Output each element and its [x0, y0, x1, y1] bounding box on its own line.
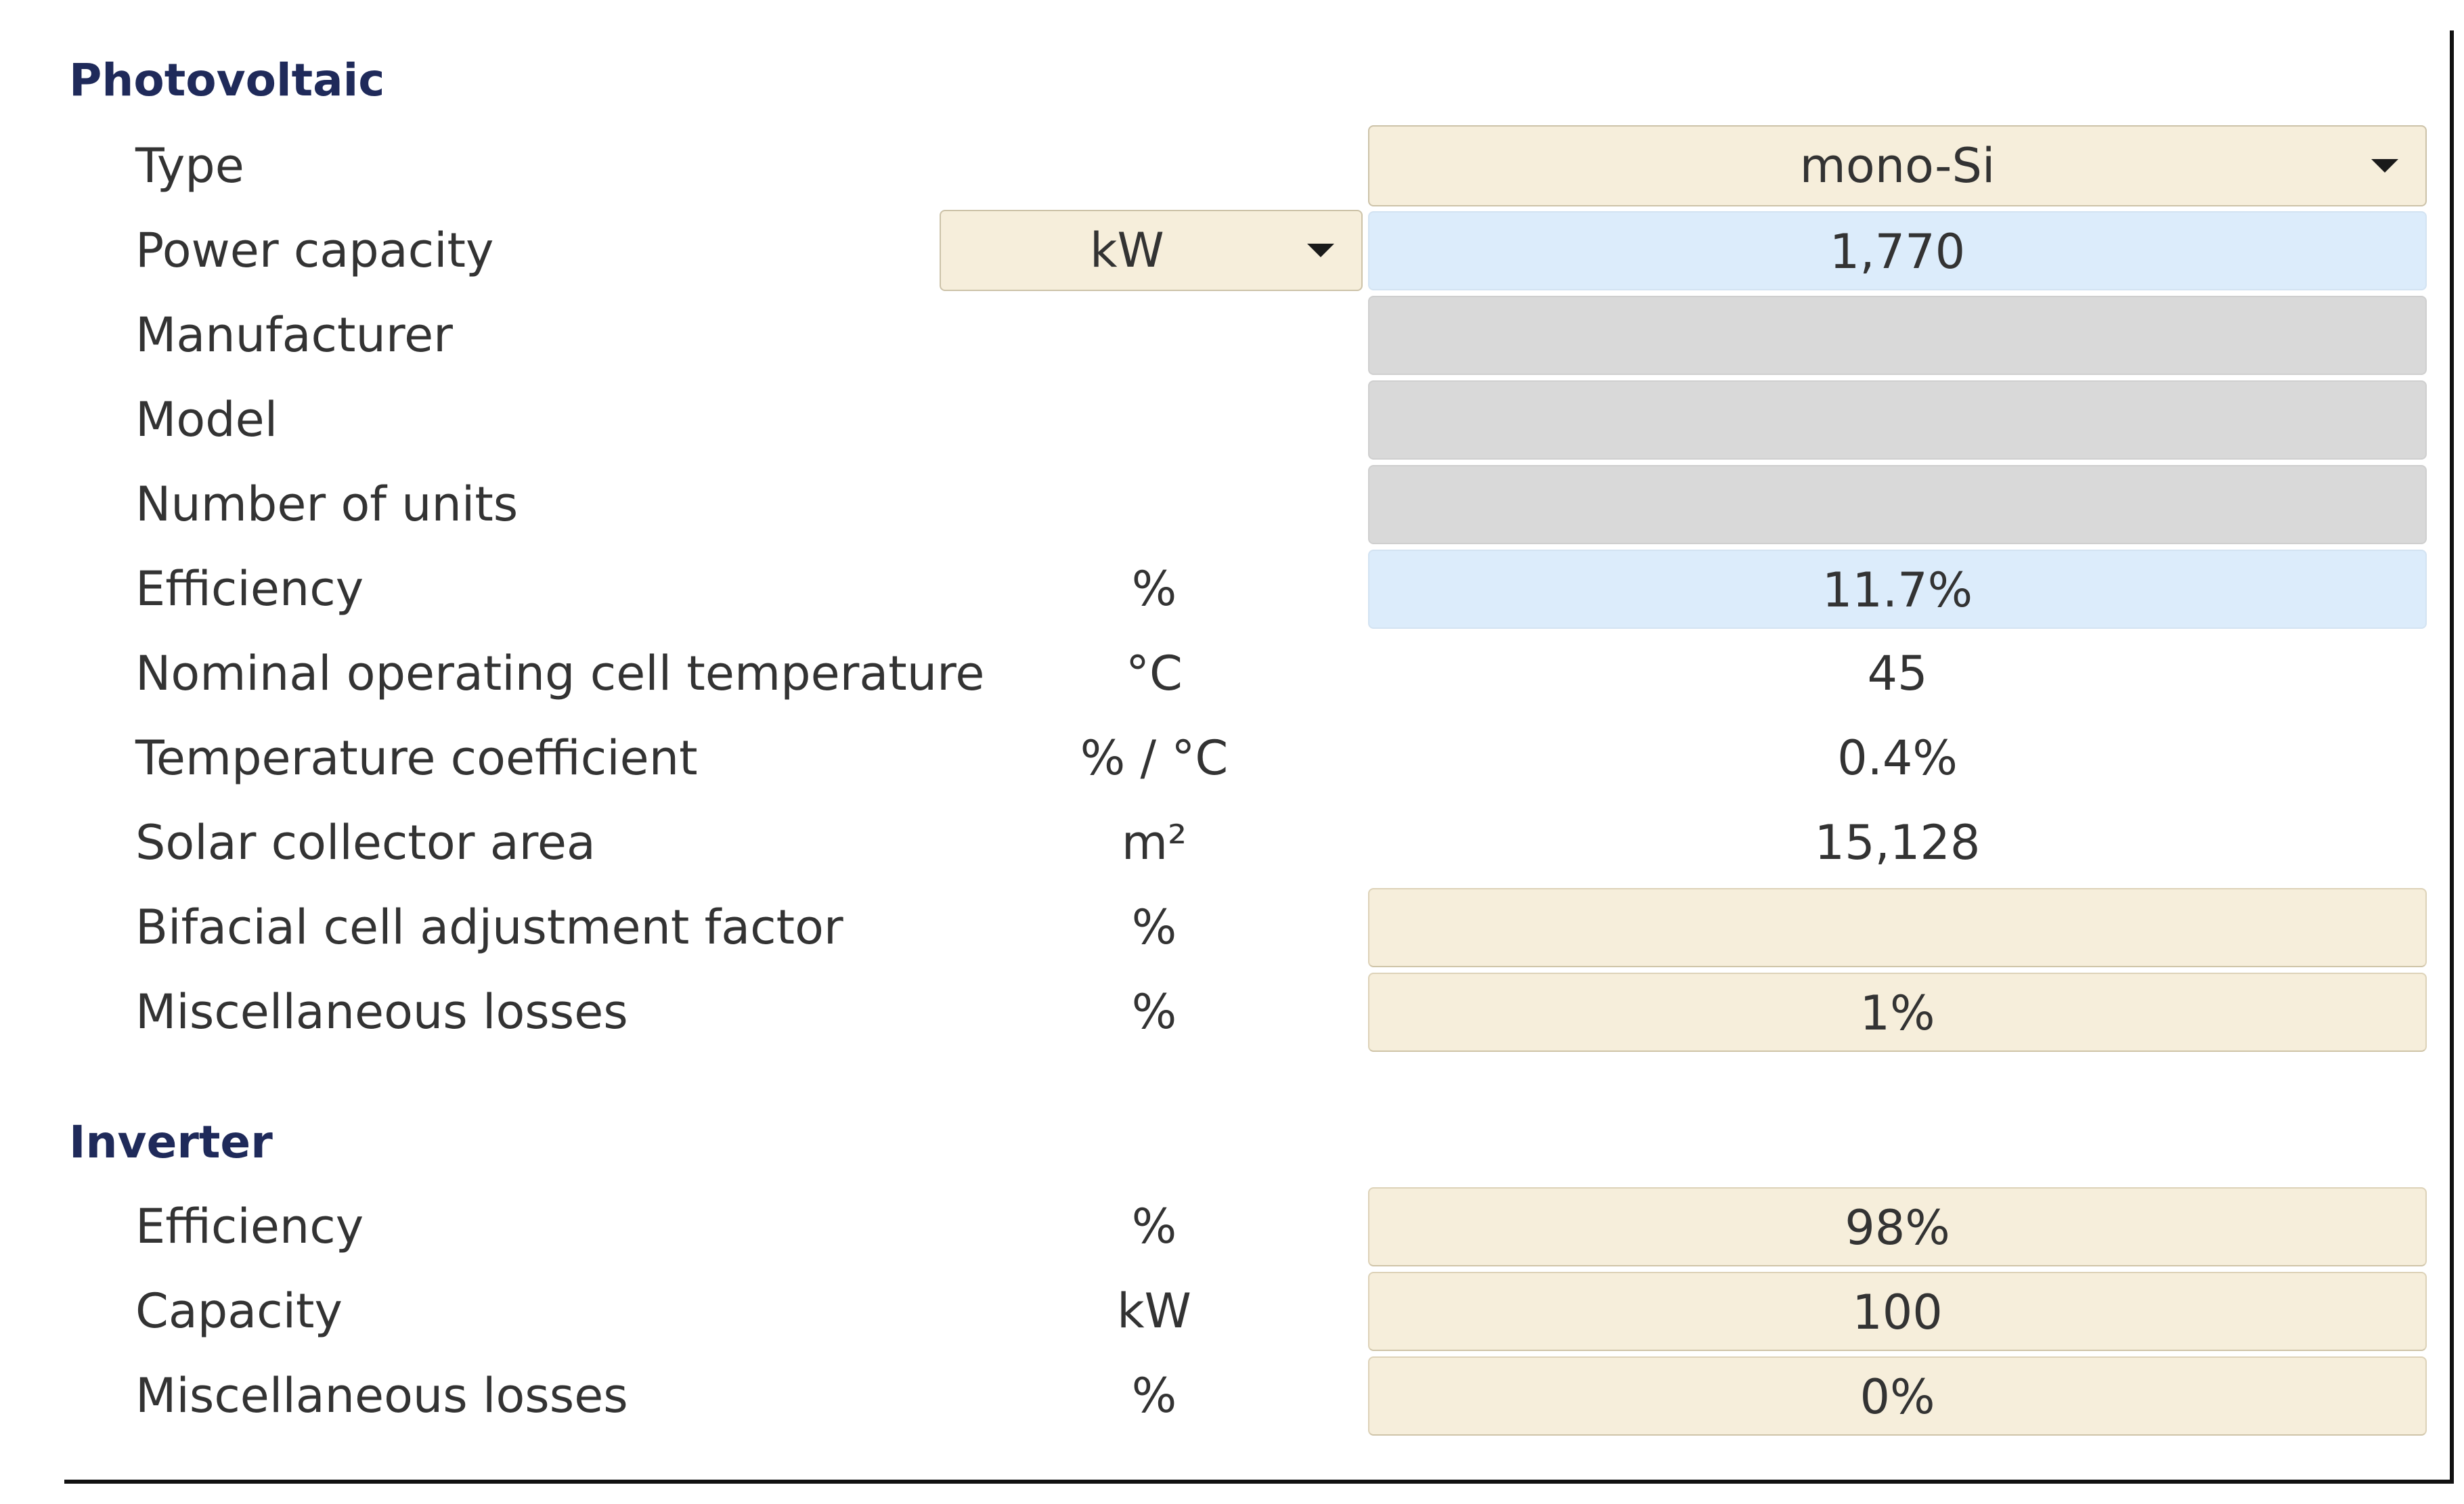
- chevron-down-icon: [2371, 159, 2398, 173]
- pv-noct-unit: °C: [1126, 646, 1183, 701]
- pv-model-label: Model: [135, 392, 278, 447]
- pv-manufacturer-label: Manufacturer: [135, 307, 453, 363]
- pv-collector-area-row: Solar collector area m² 15,128: [0, 801, 2464, 885]
- pv-noct-value: 45: [1867, 646, 1928, 701]
- pv-bifacial-label: Bifacial cell adjustment factor: [135, 900, 843, 955]
- pv-number-of-units-field: [1368, 465, 2427, 544]
- pv-type-row: Type mono-Si: [0, 124, 2464, 208]
- pv-bifacial-unit: %: [1131, 900, 1177, 955]
- pv-misc-losses-row: Miscellaneous losses % 1%: [0, 970, 2464, 1055]
- pv-efficiency-field[interactable]: 11.7%: [1368, 550, 2427, 629]
- inverter-efficiency-unit: %: [1131, 1199, 1177, 1254]
- inverter-efficiency-row: Efficiency % 98%: [0, 1185, 2464, 1269]
- panel-border-bottom: [64, 1480, 2454, 1484]
- pv-temp-coefficient-label: Temperature coefficient: [135, 730, 698, 786]
- pv-misc-losses-field[interactable]: 1%: [1368, 973, 2427, 1052]
- inverter-section-title: Inverter: [69, 1116, 273, 1168]
- inverter-capacity-unit: kW: [1117, 1283, 1191, 1339]
- pv-power-capacity-field[interactable]: 1,770: [1368, 211, 2427, 290]
- pv-model-row: Model: [0, 378, 2464, 462]
- pv-collector-area-value: 15,128: [1814, 815, 1981, 870]
- pv-efficiency-label: Efficiency: [135, 561, 364, 617]
- pv-manufacturer-row: Manufacturer: [0, 293, 2464, 378]
- inverter-misc-losses-unit: %: [1131, 1368, 1177, 1423]
- inverter-efficiency-field[interactable]: 98%: [1368, 1187, 2427, 1266]
- pv-model-field: [1368, 380, 2427, 460]
- photovoltaic-section-title: Photovoltaic: [69, 54, 385, 106]
- pv-temp-coefficient-value: 0.4%: [1837, 730, 1958, 786]
- inverter-misc-losses-label: Miscellaneous losses: [135, 1368, 628, 1423]
- chevron-down-icon: [1307, 244, 1334, 257]
- inverter-capacity-label: Capacity: [135, 1283, 343, 1339]
- pv-noct-label: Nominal operating cell temperature: [135, 646, 985, 701]
- pv-power-capacity-row: Power capacity kW 1,770: [0, 208, 2464, 293]
- pv-temp-coefficient-unit: % / °C: [1080, 730, 1229, 786]
- pv-power-capacity-unit: kW: [1090, 223, 1164, 278]
- pv-power-capacity-label: Power capacity: [135, 223, 494, 278]
- pv-bifacial-field[interactable]: [1368, 888, 2427, 967]
- pv-number-of-units-label: Number of units: [135, 477, 519, 532]
- pv-efficiency-unit: %: [1131, 561, 1177, 617]
- pv-manufacturer-field: [1368, 296, 2427, 375]
- pv-noct-row: Nominal operating cell temperature °C 45: [0, 632, 2464, 716]
- pv-collector-area-label: Solar collector area: [135, 815, 596, 870]
- pv-misc-losses-unit: %: [1131, 984, 1177, 1040]
- inverter-misc-losses-field[interactable]: 0%: [1368, 1356, 2427, 1436]
- pv-type-value: mono-Si: [1799, 138, 1996, 194]
- pv-bifacial-row: Bifacial cell adjustment factor %: [0, 885, 2464, 970]
- inverter-capacity-row: Capacity kW 100: [0, 1269, 2464, 1354]
- pv-type-label: Type: [135, 138, 244, 194]
- pv-misc-losses-label: Miscellaneous losses: [135, 984, 628, 1040]
- pv-efficiency-row: Efficiency % 11.7%: [0, 547, 2464, 632]
- inverter-misc-losses-row: Miscellaneous losses % 0%: [0, 1354, 2464, 1438]
- pv-temp-coefficient-row: Temperature coefficient % / °C 0.4%: [0, 716, 2464, 801]
- pv-number-of-units-row: Number of units: [0, 462, 2464, 547]
- pv-power-capacity-unit-dropdown[interactable]: kW: [940, 210, 1363, 291]
- pv-collector-area-unit: m²: [1121, 815, 1187, 870]
- inverter-efficiency-label: Efficiency: [135, 1199, 364, 1254]
- inverter-capacity-field[interactable]: 100: [1368, 1272, 2427, 1351]
- pv-type-dropdown[interactable]: mono-Si: [1368, 125, 2427, 206]
- panel-border-right: [2450, 30, 2454, 1484]
